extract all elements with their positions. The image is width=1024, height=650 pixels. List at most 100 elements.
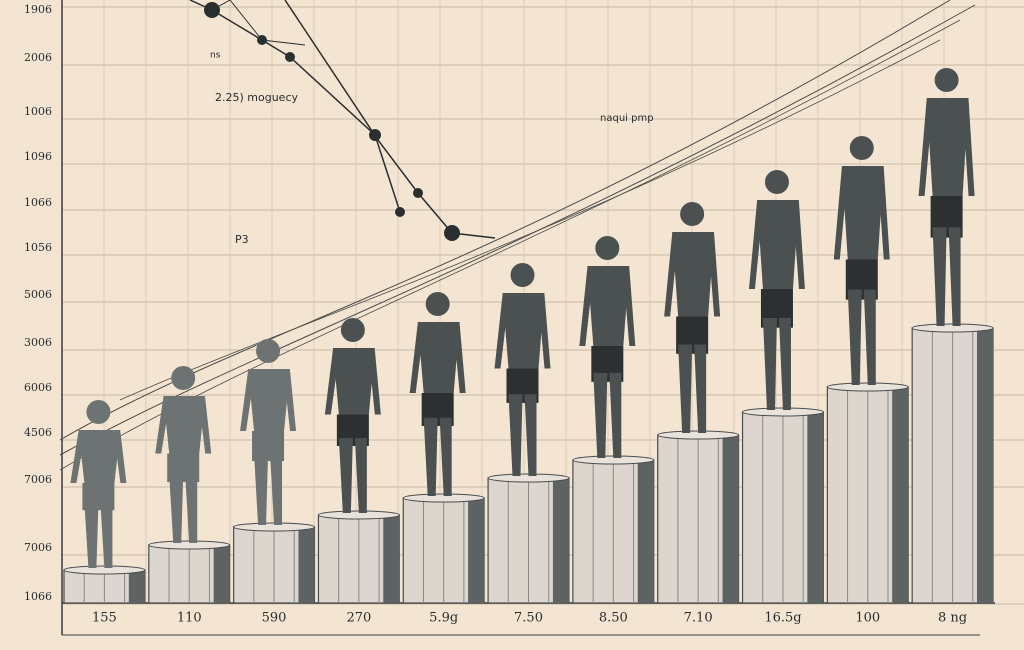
figure-legs [338, 438, 367, 513]
figure-arms [409, 324, 466, 393]
x-tick-label: 7.10 [684, 611, 713, 626]
figure-head [256, 339, 281, 363]
trend-line [59, 19, 961, 471]
figures [70, 68, 975, 568]
y-tick-label: 1096 [24, 150, 52, 163]
trend-line [119, 39, 941, 401]
figure-legs [254, 453, 283, 525]
annotation: ns [210, 51, 221, 61]
figure-head [849, 136, 874, 160]
x-tick-label: 155 [92, 611, 117, 626]
pedestal-shade [807, 412, 824, 603]
y-tick-label: 1906 [24, 3, 52, 16]
figure-torso [756, 200, 799, 289]
point [444, 225, 460, 241]
pedestal-shade [383, 515, 400, 603]
annotation: P3 [235, 233, 249, 246]
figure-head [86, 400, 111, 424]
y-tick-label: 1056 [24, 241, 52, 254]
annotation: 2.25) moguecy [215, 91, 298, 104]
figure-arms [155, 398, 212, 454]
figure-arms [833, 168, 890, 260]
figure-legs [762, 318, 791, 410]
x-tick-label: 16.5g [764, 611, 801, 626]
figure-torso [926, 98, 969, 196]
figure-arms [664, 234, 721, 317]
figure-head [764, 170, 789, 194]
figure-torso [163, 396, 206, 454]
point [257, 35, 267, 45]
trend-line [59, 4, 976, 456]
annotation: naqui pmp [600, 113, 654, 124]
point [413, 188, 423, 198]
figure-legs [508, 394, 537, 476]
y-tick-label: 6006 [24, 381, 52, 394]
point [395, 207, 405, 217]
figure-arms [324, 350, 381, 415]
trend-band [59, 0, 976, 471]
y-tick-label: 3006 [24, 336, 52, 349]
pedestal-shade [468, 498, 485, 603]
figure-torso [841, 166, 884, 260]
figure-torso [332, 348, 375, 415]
x-tick-label: 7.50 [514, 611, 543, 626]
pedestal-shade [298, 527, 315, 603]
figure-head [171, 366, 196, 390]
y-tick-label: 1066 [24, 196, 52, 209]
point [204, 2, 220, 18]
descending-line [189, 0, 496, 241]
figure-head [595, 236, 620, 260]
figure-torso [672, 232, 715, 317]
x-tick-label: 8 ng [938, 611, 967, 626]
figure-legs [84, 503, 113, 568]
figure-legs [423, 417, 452, 496]
trend-line [59, 0, 951, 441]
figure-head [680, 202, 705, 226]
y-tick-label: 2006 [24, 51, 52, 64]
y-tick-label: 1006 [24, 105, 52, 118]
pedestal-shade [213, 545, 230, 603]
y-tick-label: 1066 [24, 590, 52, 603]
point [285, 52, 295, 62]
y-tick-label: 4506 [24, 426, 52, 439]
point [369, 129, 381, 141]
figure-arms [494, 295, 551, 369]
x-tick-label: 110 [177, 611, 202, 626]
pedestal-shade [552, 478, 569, 603]
figure-arms [579, 268, 636, 346]
figure-torso [502, 293, 545, 369]
figure-legs [847, 289, 876, 385]
figure-head [934, 68, 959, 92]
pedestal-shade [977, 328, 993, 603]
figure-torso [417, 322, 460, 393]
figure-arms [240, 371, 297, 431]
figure-arms [918, 100, 975, 196]
figure-head [425, 292, 450, 316]
figure-legs [169, 474, 198, 543]
figure-legs [932, 227, 961, 326]
figure-head [340, 318, 365, 342]
figure-torso [248, 369, 291, 431]
y-tick-label: 5006 [24, 288, 52, 301]
figure-head [510, 263, 535, 287]
figure-arms [70, 432, 127, 483]
pedestals [63, 323, 994, 604]
pedestal-shade [128, 570, 145, 603]
labels: 1906 2006 1006 1096 1066 1056 5006 3006 6006 4506… [24, 3, 967, 626]
pedestal-shade [722, 435, 739, 603]
pedestal-shade [892, 387, 909, 603]
figure-legs [678, 344, 707, 433]
x-tick-label: 270 [346, 611, 371, 626]
x-tick-label: 5.9g [429, 611, 458, 626]
x-tick-label: 100 [855, 611, 880, 626]
x-tick-label: 8.50 [599, 611, 628, 626]
line [211, 0, 306, 46]
pedestal-shade [637, 460, 654, 603]
figure-torso [78, 430, 121, 483]
x-tick-label: 590 [262, 611, 287, 626]
y-tick-label: 7006 [24, 541, 52, 554]
figure-torso [587, 266, 630, 346]
y-tick-label: 7006 [24, 473, 52, 486]
